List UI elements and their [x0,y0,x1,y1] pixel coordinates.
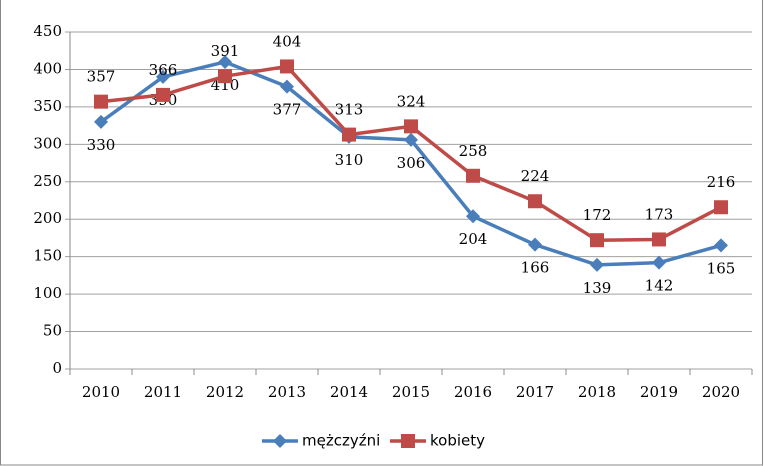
point-marker [590,257,604,272]
data-label: 324 [397,92,426,110]
legend-label: mężczyźni [302,432,380,450]
y-tick-label: 50 [43,322,62,340]
data-label: 204 [459,230,488,248]
x-tick-label: 2017 [516,383,554,401]
legend-label: kobiety [430,432,485,450]
point-marker [218,54,232,69]
point-marker [280,79,294,94]
x-tick-label: 2011 [144,383,182,401]
x-tick-label: 2015 [392,383,430,401]
point-marker [280,59,294,74]
point-marker [714,200,728,215]
point-marker [218,69,232,84]
point-marker [528,237,542,252]
data-label: 258 [459,142,488,160]
x-tick-label: 2020 [702,383,740,401]
data-label: 165 [707,259,736,277]
y-tick-label: 450 [33,22,62,40]
y-tick-label: 300 [33,134,62,152]
data-label: 172 [583,206,612,224]
point-marker [528,194,542,209]
y-tick-label: 350 [33,97,62,115]
data-label: 216 [707,173,736,191]
point-marker [652,255,666,270]
y-tick-label: 100 [33,284,62,302]
x-tick-label: 2012 [206,383,244,401]
point-marker [466,209,480,224]
x-tick-label: 2014 [330,383,368,401]
point-marker [94,94,108,109]
point-marker [652,232,666,247]
data-label: 306 [397,154,426,172]
point-marker [714,238,728,253]
point-marker [466,168,480,183]
point-marker [590,233,604,248]
data-label: 410 [211,76,240,94]
x-tick-label: 2016 [454,383,492,401]
data-label: 377 [273,101,302,119]
x-tick-label: 2018 [578,383,616,401]
data-label: 366 [149,61,178,79]
y-tick-label: 200 [33,209,62,227]
data-label: 224 [521,167,550,185]
data-label: 310 [335,151,364,169]
data-label: 357 [87,68,116,86]
point-marker [401,434,415,448]
point-marker [273,434,287,448]
point-marker [94,114,108,129]
x-tick-label: 2019 [640,383,678,401]
data-label: 330 [87,136,116,154]
y-tick-label: 400 [33,59,62,77]
point-marker [342,127,356,142]
x-tick-label: 2013 [268,383,306,401]
x-tick-label: 2010 [82,383,120,401]
y-tick-label: 250 [33,172,62,190]
point-marker [404,119,418,134]
data-label: 139 [583,279,612,297]
point-marker [156,87,170,102]
point-marker [156,69,170,84]
data-label: 391 [211,42,240,60]
data-label: 313 [335,101,364,119]
data-label: 404 [273,32,302,50]
y-tick-label: 150 [33,247,62,265]
data-label: 166 [521,259,550,277]
data-label: 142 [645,277,674,295]
point-marker [404,132,418,147]
data-label: 173 [645,205,674,223]
y-tick-label: 0 [52,359,62,377]
